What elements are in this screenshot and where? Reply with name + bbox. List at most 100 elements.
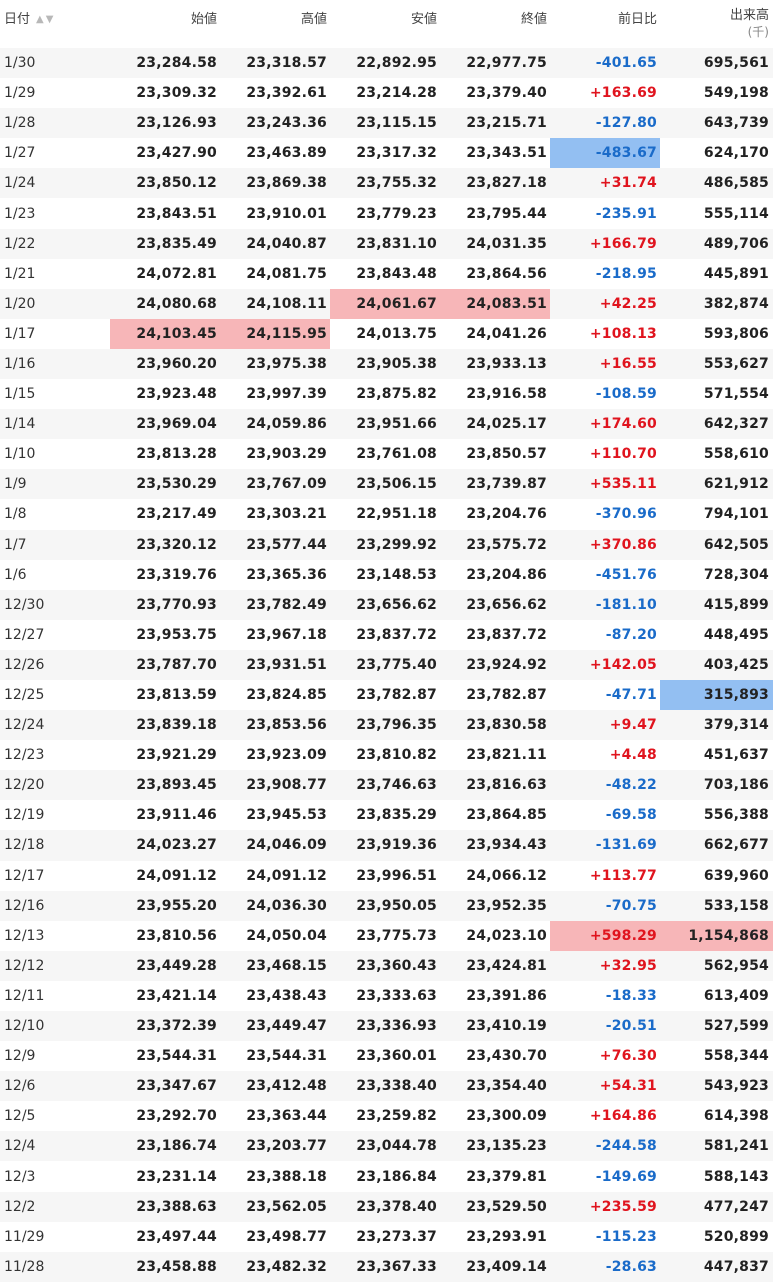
cell-close: 23,204.76 — [466, 506, 547, 523]
table-row: 1/21 24,072.81 24,081.75 23,843.48 23,864.56… — [0, 259, 773, 289]
cell-volume: 520,899 — [703, 1228, 769, 1245]
cell-high: 23,923.09 — [246, 747, 327, 764]
cell-low: 23,779.23 — [356, 205, 437, 222]
table-row: 12/30 23,770.93 23,782.49 23,656.62 23,656.6… — [0, 589, 773, 620]
table-row: 1/6 23,319.76 23,365.36 23,148.53 23,204.86 -… — [0, 560, 773, 590]
cell-high: 23,449.47 — [246, 1018, 327, 1035]
cell-close: 23,864.56 — [466, 265, 547, 282]
cell-low: 22,951.18 — [356, 506, 437, 523]
cell-high: 23,243.36 — [246, 115, 327, 132]
cell-volume: 703,186 — [703, 777, 769, 794]
cell-date: 12/24 — [4, 717, 45, 734]
cell-date: 12/18 — [4, 837, 45, 854]
cell-high: 23,388.18 — [246, 1168, 327, 1185]
cell-volume: 489,706 — [703, 235, 769, 252]
cell-date: 12/10 — [4, 1018, 45, 1035]
cell-volume: 593,806 — [703, 325, 769, 342]
cell-open: 23,953.75 — [136, 626, 217, 643]
cell-open: 23,186.74 — [136, 1138, 217, 1155]
cell-volume: 415,899 — [703, 596, 769, 613]
cell-close: 23,293.91 — [466, 1228, 547, 1245]
cell-high: 23,318.57 — [246, 55, 327, 72]
cell-high: 23,945.53 — [246, 807, 327, 824]
cell-low: 23,782.87 — [356, 687, 437, 704]
cell-low: 23,835.29 — [356, 807, 437, 824]
sort-icon[interactable]: ▲▼ — [36, 14, 56, 25]
cell-high: 23,412.48 — [246, 1078, 327, 1095]
table-row: 11/29 23,497.44 23,498.77 23,273.37 23,293.9… — [0, 1222, 773, 1252]
cell-high: 23,908.77 — [246, 777, 327, 794]
cell-high: 23,782.49 — [246, 596, 327, 613]
cell-close: 23,424.81 — [466, 957, 547, 974]
cell-date: 12/11 — [4, 987, 45, 1004]
cell-date: 1/24 — [4, 175, 36, 192]
cell-date: 1/30 — [4, 55, 36, 72]
cell-high: 24,040.87 — [246, 235, 327, 252]
cell-volume: 728,304 — [703, 566, 769, 583]
cell-change: -451.76 — [595, 566, 657, 583]
cell-open: 23,955.20 — [136, 897, 217, 914]
cell-date: 1/8 — [4, 506, 27, 523]
cell-change: -401.65 — [595, 55, 657, 72]
cell-high: 23,853.56 — [246, 717, 327, 734]
cell-high: 23,997.39 — [246, 386, 327, 403]
cell-close: 23,379.81 — [466, 1168, 547, 1185]
table-row: 1/24 23,850.12 23,869.38 23,755.32 23,827.18… — [0, 168, 773, 199]
cell-open: 23,911.46 — [136, 807, 217, 824]
table-row: 1/30 23,284.58 23,318.57 22,892.95 22,977.75… — [0, 48, 773, 79]
table-row: 1/15 23,923.48 23,997.39 23,875.82 23,916.58… — [0, 379, 773, 409]
cell-close: 23,827.18 — [466, 175, 547, 192]
cell-low: 23,761.08 — [356, 446, 437, 463]
table-row: 1/9 23,530.29 23,767.09 23,506.15 23,739.87 +… — [0, 469, 773, 500]
table-row: 12/25 23,813.59 23,824.85 23,782.87 23,782.8… — [0, 679, 773, 711]
cell-volume: 695,561 — [703, 55, 769, 72]
cell-volume: 624,170 — [703, 145, 769, 162]
cell-date: 12/4 — [4, 1138, 36, 1155]
cell-change: -149.69 — [595, 1168, 657, 1185]
cell-open: 23,810.56 — [136, 927, 217, 944]
cell-date: 1/27 — [4, 145, 36, 162]
cell-volume: 588,143 — [703, 1168, 769, 1185]
cell-date: 1/9 — [4, 476, 27, 493]
cell-low: 23,336.93 — [356, 1018, 437, 1035]
cell-open: 23,893.45 — [136, 777, 217, 794]
cell-low: 23,837.72 — [356, 626, 437, 643]
cell-close: 23,837.72 — [466, 626, 547, 643]
cell-low: 23,360.43 — [356, 957, 437, 974]
cell-low: 23,950.05 — [356, 897, 437, 914]
cell-high: 23,303.21 — [246, 506, 327, 523]
cell-volume: 445,891 — [703, 265, 769, 282]
cell-open: 23,458.88 — [136, 1258, 217, 1275]
cell-change: -47.71 — [605, 687, 657, 704]
cell-date: 12/27 — [4, 626, 45, 643]
table-row: 12/17 24,091.12 24,091.12 23,996.51 24,066.1… — [0, 861, 773, 891]
cell-low: 23,755.32 — [356, 175, 437, 192]
cell-low: 23,843.48 — [356, 265, 437, 282]
cell-change: +370.86 — [589, 536, 657, 553]
cell-high: 24,091.12 — [246, 867, 327, 884]
table-row: 12/9 23,544.31 23,544.31 23,360.01 23,430.70… — [0, 1041, 773, 1071]
cell-close: 23,924.92 — [466, 656, 547, 673]
header-low: 安値 — [410, 12, 437, 27]
cell-volume: 643,739 — [703, 115, 769, 132]
cell-date: 12/9 — [4, 1048, 36, 1065]
cell-open: 23,292.70 — [136, 1108, 217, 1125]
header-date[interactable]: 日付 ▲▼ — [0, 0, 110, 48]
cell-high: 23,910.01 — [246, 205, 327, 222]
cell-open: 23,835.49 — [136, 235, 217, 252]
cell-close: 23,830.58 — [466, 717, 547, 734]
table-row: 1/8 23,217.49 23,303.21 22,951.18 23,204.76 -… — [0, 499, 773, 529]
cell-date: 1/16 — [4, 355, 36, 372]
table-row: 1/27 23,427.90 23,463.89 23,317.32 23,343.51… — [0, 138, 773, 169]
table-row: 12/4 23,186.74 23,203.77 23,044.78 23,135.23… — [0, 1131, 773, 1162]
cell-date: 12/26 — [4, 656, 45, 673]
table-row: 12/11 23,421.14 23,438.43 23,333.63 23,391.8… — [0, 981, 773, 1011]
cell-open: 23,770.93 — [136, 596, 217, 613]
cell-date: 12/6 — [4, 1078, 36, 1095]
cell-close: 23,343.51 — [466, 145, 547, 162]
cell-low: 23,656.62 — [356, 596, 437, 613]
cell-date: 12/23 — [4, 747, 45, 764]
cell-close: 23,916.58 — [466, 386, 547, 403]
cell-change: -218.95 — [595, 265, 657, 282]
cell-high: 23,438.43 — [246, 987, 327, 1004]
